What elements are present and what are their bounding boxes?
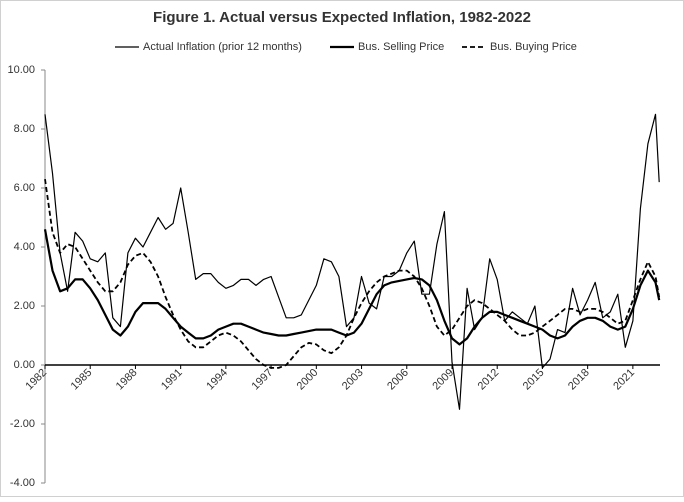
- y-tick-label: 8.00: [14, 123, 35, 135]
- y-tick-label: -4.00: [10, 477, 35, 489]
- legend-label: Bus. Buying Price: [490, 41, 577, 53]
- legend-label: Bus. Selling Price: [358, 41, 444, 53]
- y-tick-label: 2.00: [14, 300, 35, 312]
- y-tick-label: 0.00: [14, 359, 35, 371]
- legend-label: Actual Inflation (prior 12 months): [143, 41, 302, 53]
- y-tick-label: 10.00: [7, 64, 35, 76]
- series-line: [43, 229, 661, 346]
- y-tick-label: 6.00: [14, 182, 35, 194]
- y-tick-label: -2.00: [10, 418, 35, 430]
- chart-title: Figure 1. Actual versus Expected Inflati…: [153, 9, 531, 26]
- y-tick-label: 4.00: [14, 241, 35, 253]
- series-line: [44, 113, 660, 410]
